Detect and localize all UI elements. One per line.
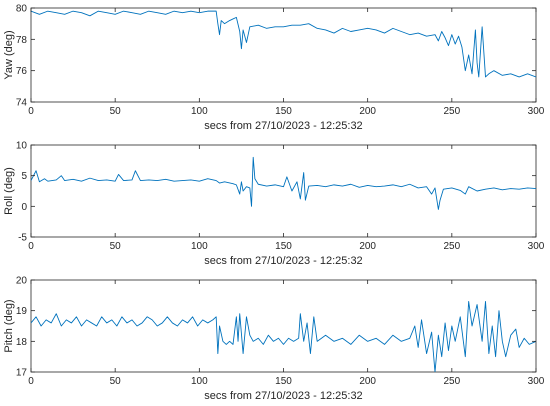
roll-axes-box xyxy=(30,144,537,238)
yaw-x-tick-label: 50 xyxy=(110,106,122,117)
roll-y-tick-label: 5 xyxy=(21,171,27,182)
yaw-axes-box xyxy=(30,7,537,103)
pitch-x-tick-label: 300 xyxy=(528,376,545,387)
pitch-y-tick-label: 19 xyxy=(16,306,28,317)
roll-y-tick-label: 10 xyxy=(16,141,28,152)
yaw-x-tick-label: 200 xyxy=(359,106,376,117)
roll-x-tick-label: 150 xyxy=(275,241,292,252)
yaw-x-axis-label: secs from 27/10/2023 - 12:25:32 xyxy=(204,120,362,132)
roll-x-tick-label: 300 xyxy=(528,241,545,252)
yaw-y-tick-label: 74 xyxy=(16,98,28,109)
roll-x-tick-label: 200 xyxy=(359,241,376,252)
pitch-y-tick-label: 17 xyxy=(16,368,28,379)
yaw-y-tick-label: 76 xyxy=(16,66,28,77)
pitch-x-tick-label: 200 xyxy=(359,376,376,387)
pitch-x-tick-label: 100 xyxy=(191,376,208,387)
pitch-x-tick-label: 150 xyxy=(275,376,292,387)
roll-y-tick-label: -5 xyxy=(18,233,27,244)
roll-x-tick-label: 0 xyxy=(28,241,34,252)
roll-y-axis-label: Roll (deg) xyxy=(3,167,15,215)
pitch-axes-box xyxy=(30,279,537,373)
yaw-x-tick-label: 100 xyxy=(191,106,208,117)
roll-x-tick-label: 50 xyxy=(110,241,122,252)
panel-yaw: 0 50 100 150 200 250 300 74 76 78 80 secs from 27/1… xyxy=(3,4,545,133)
roll-series-line xyxy=(31,156,536,210)
pitch-y-tick-label: 20 xyxy=(16,276,28,287)
pitch-x-axis-label: secs from 27/10/2023 - 12:25:32 xyxy=(204,390,362,402)
roll-x-axis-label: secs from 27/10/2023 - 12:25:32 xyxy=(204,255,362,267)
roll-x-tick-label: 100 xyxy=(191,241,208,252)
yaw-x-tick-label: 300 xyxy=(528,106,545,117)
yaw-series-line xyxy=(31,10,536,78)
yaw-y-tick-label: 80 xyxy=(16,4,28,15)
pitch-y-tick-label: 18 xyxy=(16,337,28,348)
yaw-y-axis-label: Yaw (deg) xyxy=(3,30,15,79)
pitch-y-axis-label: Pitch (deg) xyxy=(3,299,15,352)
yaw-x-tick-label: 0 xyxy=(28,106,34,117)
roll-x-tick-label: 250 xyxy=(443,241,460,252)
pitch-x-tick-label: 0 xyxy=(28,376,34,387)
roll-y-tick-label: 0 xyxy=(21,202,27,213)
pitch-x-tick-label: 250 xyxy=(443,376,460,387)
pitch-x-tick-label: 50 xyxy=(110,376,122,387)
yaw-y-tick-label: 78 xyxy=(16,35,28,46)
yaw-x-tick-label: 250 xyxy=(443,106,460,117)
pitch-series-line xyxy=(31,301,536,372)
panel-pitch: 0 50 100 150 200 250 300 17 18 19 20 secs from 27/1… xyxy=(3,276,545,403)
yaw-x-tick-label: 150 xyxy=(275,106,292,117)
